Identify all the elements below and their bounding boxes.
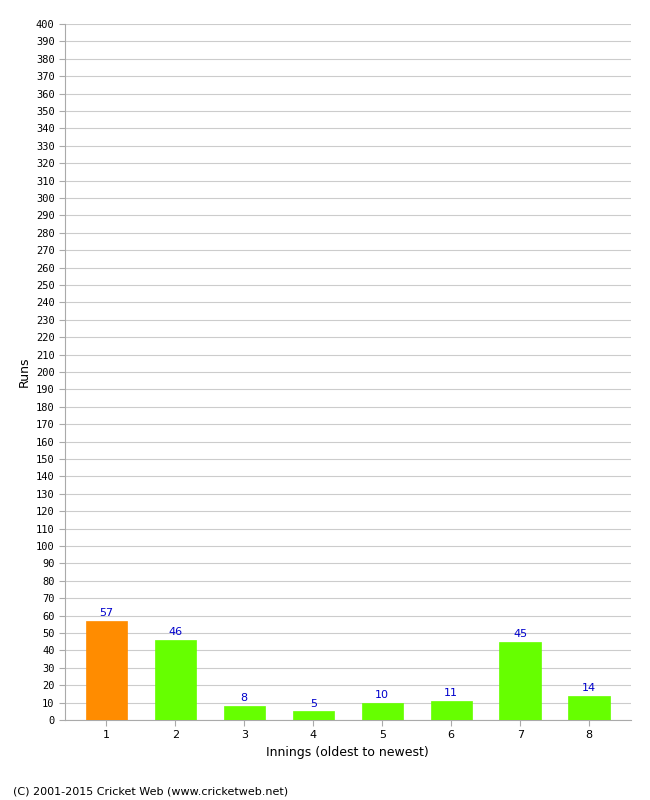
- Bar: [361, 702, 403, 720]
- Text: (C) 2001-2015 Cricket Web (www.cricketweb.net): (C) 2001-2015 Cricket Web (www.cricketwe…: [13, 786, 288, 796]
- Bar: [499, 642, 541, 720]
- Text: 10: 10: [375, 690, 389, 700]
- X-axis label: Innings (oldest to newest): Innings (oldest to newest): [266, 746, 429, 759]
- Bar: [86, 621, 127, 720]
- Text: 8: 8: [240, 694, 248, 703]
- Bar: [292, 711, 334, 720]
- Text: 46: 46: [168, 627, 183, 638]
- Bar: [224, 706, 265, 720]
- Text: 45: 45: [513, 629, 527, 639]
- Text: 5: 5: [310, 698, 317, 709]
- Y-axis label: Runs: Runs: [18, 357, 31, 387]
- Text: 57: 57: [99, 608, 114, 618]
- Text: 14: 14: [582, 683, 596, 693]
- Bar: [155, 640, 196, 720]
- Bar: [430, 701, 472, 720]
- Text: 11: 11: [444, 688, 458, 698]
- Bar: [569, 696, 610, 720]
